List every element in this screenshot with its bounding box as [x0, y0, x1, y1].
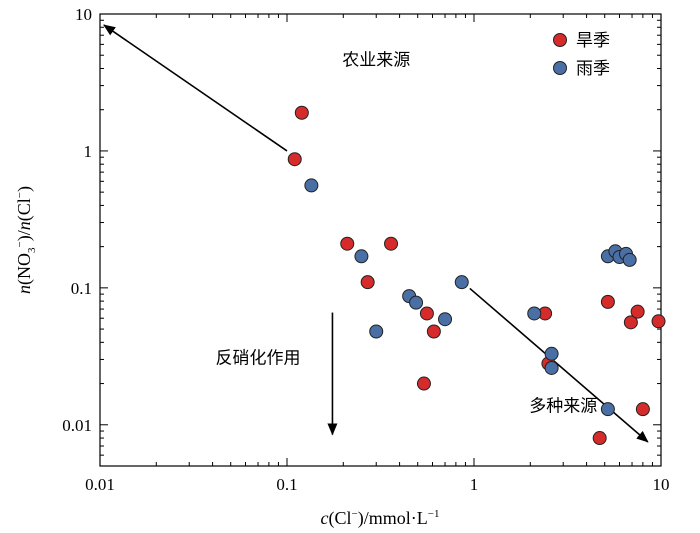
legend-label: 雨季: [576, 59, 610, 79]
data-points: [287, 105, 666, 446]
rainy-season-point: [622, 252, 637, 267]
x-axis-title: c(Cl−)/mmol·L−1: [321, 508, 440, 529]
dry-season-point: [592, 431, 607, 446]
annotation-label: 农业来源: [342, 51, 410, 71]
annotation-label: 反硝化作用: [216, 349, 301, 369]
dry-season-point: [426, 324, 441, 339]
dry-season-point: [340, 236, 355, 251]
y-tick-label: 10: [75, 5, 92, 24]
legend-marker: [553, 33, 567, 47]
dry-season-point: [416, 376, 431, 391]
rainy-season-point: [454, 275, 469, 290]
dry-season-point: [651, 314, 666, 329]
annotation-arrow: [469, 287, 649, 443]
rainy-season-point: [409, 295, 424, 310]
y-tick-label: 0.01: [62, 416, 92, 435]
y-tick-label: 1: [84, 142, 93, 161]
dry-season-point: [419, 306, 434, 321]
dry-season-point: [600, 294, 615, 309]
dry-season-point: [623, 315, 638, 330]
dry-season-point: [360, 275, 375, 290]
axis-ticks: [99, 14, 661, 467]
axis-tick-labels: 0.01 0.1 1 10 0.01 0.1 1 10: [62, 5, 669, 494]
legend-label: 旱季: [576, 31, 610, 51]
dry-season-point: [287, 152, 302, 167]
rainy-season-point: [544, 360, 559, 375]
rainy-season-point: [354, 249, 369, 264]
x-tick-label: 10: [653, 475, 670, 494]
annotation-label: 多种来源: [529, 397, 597, 417]
rainy-season-point: [438, 312, 453, 327]
x-tick-label: 0.01: [85, 475, 115, 494]
rainy-season-point: [600, 402, 615, 417]
x-tick-label: 1: [470, 475, 479, 494]
annotation-arrow: [103, 24, 288, 152]
dry-season-point: [294, 105, 309, 120]
y-axis-title: n(NO3−)/n(Cl−): [14, 186, 38, 294]
dry-season-point: [635, 402, 650, 417]
y-tick-label: 0.1: [71, 279, 92, 298]
rainy-season-point: [544, 346, 559, 361]
plot-frame: [99, 13, 662, 467]
x-tick-label: 0.1: [276, 475, 297, 494]
dry-season-point: [384, 236, 399, 251]
legend-marker: [553, 61, 567, 75]
rainy-season-point: [369, 324, 384, 339]
dry-season-point: [630, 304, 645, 319]
rainy-season-point: [527, 306, 542, 321]
rainy-season-point: [304, 178, 319, 193]
